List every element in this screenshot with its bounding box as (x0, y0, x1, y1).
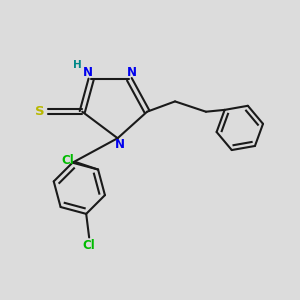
Text: Cl: Cl (61, 154, 74, 167)
Text: Cl: Cl (83, 239, 95, 252)
Text: N: N (127, 66, 137, 80)
Text: H: H (73, 60, 81, 70)
Text: N: N (83, 66, 93, 80)
Text: S: S (35, 105, 45, 118)
Text: N: N (115, 138, 125, 151)
